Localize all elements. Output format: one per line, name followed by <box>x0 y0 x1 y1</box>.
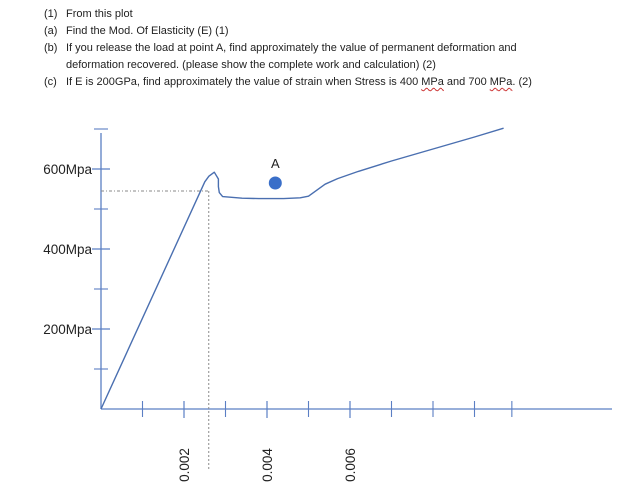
unit-mpa-2: MPa <box>489 76 513 88</box>
question-text: If E is 200GPa, find approximately the v… <box>66 76 422 88</box>
question-c: (c) If E is 200GPa, find approximately th… <box>44 74 624 91</box>
y-tick-label: 200Mpa <box>43 322 92 337</box>
question-number: (1) <box>44 8 58 20</box>
question-text-end: . (2) <box>512 76 532 88</box>
unit-mpa-1: MPa <box>421 76 444 88</box>
stress-strain-curve <box>100 127 504 410</box>
question-text: From this plot <box>66 8 133 20</box>
point-a-label: A <box>271 156 280 171</box>
question-text: Find the Mod. Of Elasticity (E) (1) <box>66 25 229 37</box>
x-tick-label: 0.004 <box>260 448 275 482</box>
question-text: If you release the load at point A, find… <box>66 42 517 54</box>
x-tick-label: 0.002 <box>177 448 192 482</box>
question-b-continuation: deformation recovered. (please show the … <box>66 59 436 71</box>
y-tick-label: 400Mpa <box>43 242 92 257</box>
question-a: (a) Find the Mod. Of Elasticity (E) (1) <box>44 23 624 40</box>
point-a-marker <box>268 176 282 190</box>
x-tick-label: 0.006 <box>343 448 358 482</box>
question-b: (b) If you release the load at point A, f… <box>44 40 624 57</box>
question-number: (a) <box>44 25 58 37</box>
y-tick-label: 600Mpa <box>43 162 92 177</box>
question-block: (1) From this plot (a) Find the Mod. Of El… <box>44 6 624 91</box>
question-1: (1) From this plot <box>44 6 624 23</box>
question-number: (b) <box>44 42 58 54</box>
question-number: (c) <box>44 76 57 88</box>
question-text-mid: and 700 <box>443 76 490 88</box>
